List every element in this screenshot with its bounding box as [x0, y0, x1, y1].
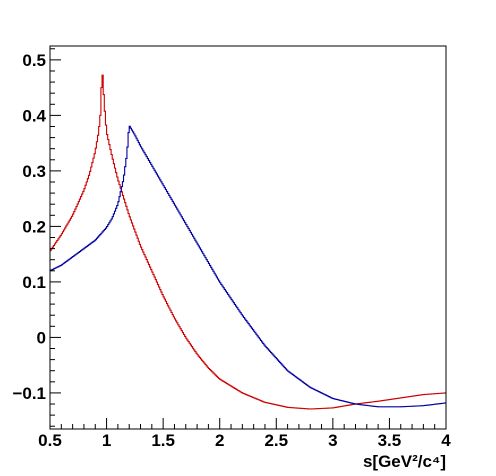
series-line-2: [50, 125, 446, 408]
x-axis: 0.5 1 1.5 2 2.5 3 3.5 4: [38, 418, 451, 450]
y-axis: −0.1 0 0.1 0.2 0.3 0.4 0.5: [12, 48, 61, 427]
x-tick-label: 0.5: [38, 431, 62, 450]
x-tick-label: 4: [441, 431, 451, 450]
x-tick-label: 2: [215, 431, 224, 450]
x-tick-label: 2.5: [264, 431, 288, 450]
x-tick-label: 1.5: [151, 431, 175, 450]
y-tick-label: −0.1: [12, 384, 46, 403]
y-tick-label: 0.1: [22, 273, 46, 292]
y-tick-label: 0.5: [22, 51, 46, 70]
y-tick-label: 0.2: [22, 217, 46, 236]
plot-frame: [49, 45, 447, 430]
x-tick-label: 3.5: [378, 431, 402, 450]
series-line-1: [50, 74, 446, 410]
y-tick-label: 0.4: [22, 106, 46, 125]
y-tick-label: 0.3: [22, 162, 46, 181]
series-layer: [50, 74, 446, 410]
x-tick-label: 1: [102, 431, 111, 450]
x-axis-title: s[GeV²/c⁴]: [363, 452, 446, 471]
y-tick-label: 0: [37, 328, 46, 347]
x-tick-label: 3: [328, 431, 337, 450]
